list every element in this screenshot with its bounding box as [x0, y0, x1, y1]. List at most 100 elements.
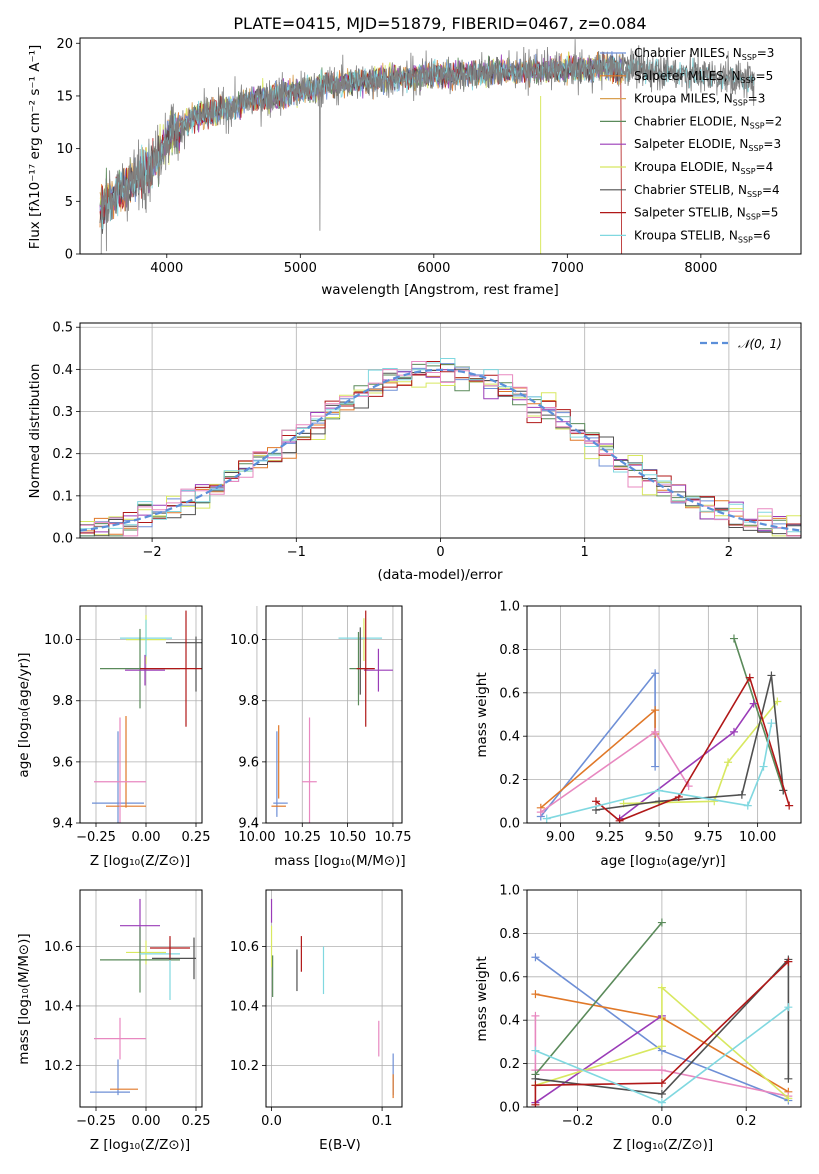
weight-line — [733, 638, 785, 791]
axes-frame — [79, 605, 203, 824]
histogram-step — [80, 361, 801, 537]
legend-nssp-value: =2 — [765, 114, 783, 128]
x-tick-label: 10.25 — [284, 830, 321, 845]
mass-vs-Z-xlabel: Z [log₁₀(Z/Z⊙)] — [90, 1137, 190, 1153]
y-tick-label: 1.0 — [499, 600, 520, 615]
legend-nssp-subscript: SSP — [741, 167, 756, 176]
legend-nssp-symbol: N — [732, 160, 741, 174]
mass-vs-Z-ylabel: mass [log₁₀(M/M⊙)] — [16, 933, 32, 1064]
y-tick-label: 9.4 — [238, 817, 259, 832]
weight-marker — [784, 1074, 793, 1083]
weight-marker — [784, 1003, 793, 1012]
y-tick-label: 10.4 — [230, 999, 259, 1014]
legend-entry: Chabrier MILES, NSSP=3 — [634, 46, 774, 62]
x-tick-label: 10.75 — [374, 830, 411, 845]
weight-marker — [651, 669, 660, 678]
y-tick-label: 10 — [56, 142, 73, 157]
legend-name: Chabrier STELIB, — [634, 183, 738, 197]
y-tick-label: 0.2 — [499, 773, 520, 788]
legend-entry: Salpeter ELODIE, NSSP=3 — [634, 137, 781, 153]
legend-nssp-symbol: N — [741, 114, 750, 128]
y-tick-label: 0.3 — [52, 405, 73, 420]
plot-area — [80, 358, 801, 537]
y-tick-label: 9.8 — [52, 694, 73, 709]
x-tick-label: 5000 — [284, 261, 317, 276]
age-vs-mass-panel: 10.00 10.25 10.50 10.75 9.4 9.6 9.8 10.0 — [230, 605, 412, 845]
x-tick-label: −2 — [143, 545, 162, 560]
weight-marker — [749, 699, 758, 708]
age-vs-Z-panel: −0.25 0.00 0.25 9.4 9.6 9.8 10.0 — [44, 605, 210, 845]
legend-nssp-symbol: N — [733, 46, 742, 60]
weight-marker — [737, 790, 746, 799]
mass-vs-ebv-xlabel: E(B-V) — [319, 1137, 361, 1153]
y-tick-label: 0 — [65, 248, 73, 263]
weight-line — [534, 961, 789, 1105]
weight-marker — [785, 801, 794, 810]
legend-name: Chabrier MILES, — [634, 46, 733, 60]
weight-marker — [745, 673, 754, 682]
legend-nssp-symbol: N — [738, 183, 747, 197]
y-tick-label: 10.6 — [44, 940, 73, 955]
plot-area — [99, 39, 755, 254]
x-tick-label: 0.2 — [736, 1114, 757, 1129]
y-tick-label: 5 — [65, 195, 73, 210]
legend-name: Kroupa ELODIE, — [634, 160, 732, 174]
y-tick-label: 0.5 — [52, 321, 73, 336]
x-tick-label: 0.0 — [652, 1114, 673, 1129]
weight-marker — [615, 816, 624, 823]
legend-nssp-subscript: SSP — [741, 76, 756, 85]
legend-nssp-subscript: SSP — [738, 235, 753, 244]
weight-marker — [759, 762, 768, 771]
y-tick-label: 0.4 — [499, 1014, 520, 1029]
weight-vs-Z-ylabel: mass weight — [474, 956, 490, 1041]
x-tick-label: 9.25 — [595, 830, 624, 845]
x-tick-label: 10.00 — [739, 830, 776, 845]
legend-nssp-value: =4 — [762, 183, 780, 197]
legend-name: Salpeter STELIB, — [634, 206, 737, 220]
mass-vs-ebv-panel: 0.0 0.1 10.2 10.4 10.6 — [230, 889, 403, 1129]
x-tick-label: 1 — [581, 545, 589, 560]
spectrum-xlabel: wavelength [Angstrom, rest frame] — [321, 282, 559, 298]
y-tick-label: 0.8 — [499, 927, 520, 942]
legend-name: Chabrier ELODIE, — [634, 114, 741, 128]
plot-area — [536, 634, 794, 823]
weight-marker — [591, 805, 600, 814]
grid-lines — [266, 890, 402, 1107]
y-tick-label: 9.8 — [238, 694, 259, 709]
legend-nssp-value: =3 — [748, 92, 766, 106]
y-tick-label: 10.2 — [230, 1059, 259, 1074]
weight-vs-age-panel: 9.00 9.25 9.50 9.75 10.00 0.0 0.2 0.4 0.6 0.8 1.0 — [499, 600, 802, 845]
weight-marker — [651, 762, 660, 771]
weight-vs-Z-xlabel: Z [log₁₀(Z/Z⊙)] — [613, 1137, 713, 1153]
legend-nssp-value: =4 — [756, 160, 774, 174]
weight-vs-Z-panel: −0.2 0.0 0.2 0.0 0.2 0.4 0.6 0.8 1.0 — [499, 884, 802, 1129]
weight-marker — [657, 1066, 666, 1075]
weight-marker — [724, 758, 733, 767]
weight-marker — [784, 957, 793, 966]
weight-marker — [657, 918, 666, 927]
legend-nssp-value: =6 — [753, 228, 771, 242]
x-tick-label: 10.00 — [238, 830, 275, 845]
legend-entry: 𝒩(0, 1) — [738, 337, 782, 351]
legend-nssp-subscript: SSP — [750, 121, 765, 130]
x-tick-label: −1 — [287, 545, 306, 560]
weight-marker — [531, 990, 540, 999]
legend-entry: Kroupa ELODIE, NSSP=4 — [634, 160, 773, 176]
x-tick-label: 8000 — [684, 261, 717, 276]
legend-entry: Kroupa STELIB, NSSP=6 — [634, 228, 771, 244]
age-vs-mass-xlabel: mass [log₁₀(M/M⊙)] — [274, 853, 405, 869]
axes-frame — [79, 889, 203, 1108]
legend-nssp-value: =5 — [761, 206, 779, 220]
y-tick-label: 0.0 — [499, 1101, 520, 1116]
y-tick-label: 0.6 — [499, 970, 520, 985]
spectrum-title: PLATE=0415, MJD=51879, FIBERID=0467, z=0… — [233, 14, 646, 33]
legend-nssp-symbol: N — [739, 137, 748, 151]
axes-frame — [526, 889, 802, 1108]
x-tick-label: 0.0 — [261, 1114, 282, 1129]
y-tick-label: 9.4 — [52, 817, 73, 832]
mass-vs-Z-panel: −0.25 0.00 0.25 10.2 10.4 10.6 — [44, 889, 210, 1129]
legend-nssp-symbol: N — [724, 92, 733, 106]
weight-marker — [531, 1046, 540, 1055]
